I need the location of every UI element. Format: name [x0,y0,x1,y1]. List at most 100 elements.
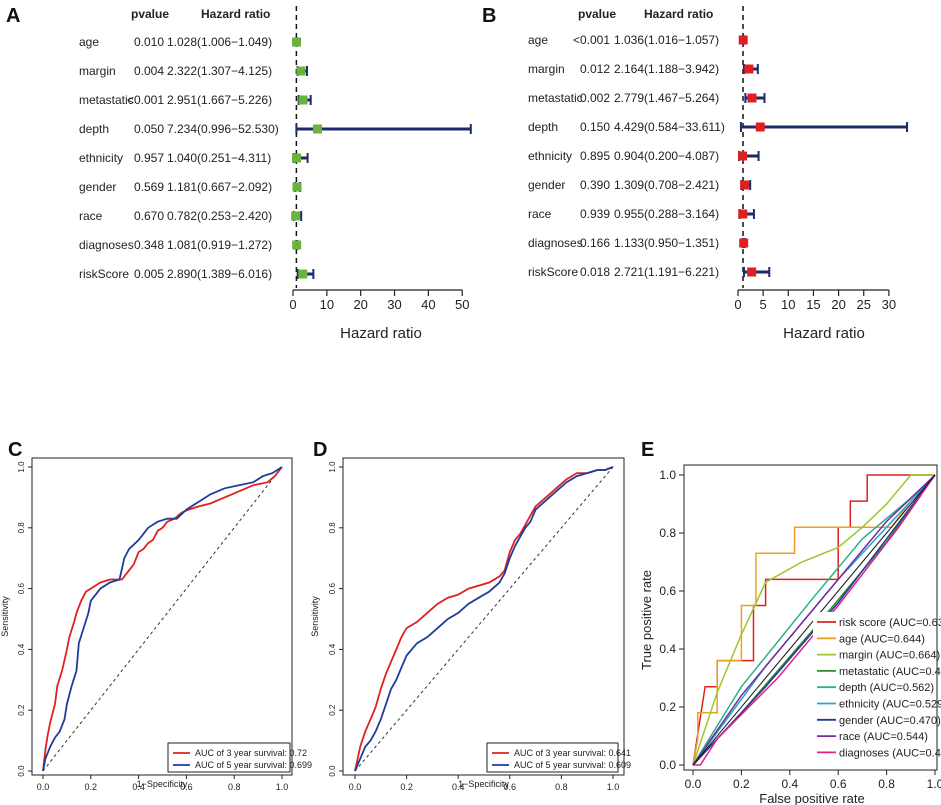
x-tick-e-1.0: 1.0 [927,777,941,791]
roc-curve-c-0 [42,466,283,772]
x-axis-title-b: Hazard ratio [783,325,865,342]
roc-curve-e-8 [693,474,936,766]
pvalue-metastatic: 0.002 [580,91,610,105]
y-tick-e-0.0: 0.0 [659,758,676,772]
pvalue-race: 0.939 [580,207,610,221]
x-tick-b-15: 15 [806,297,820,312]
y-tick-d-0.2: 0.2 [328,704,337,716]
y-tick-e-0.6: 0.6 [659,584,676,598]
row-label-race: race [528,207,552,221]
pvalue-age: 0.010 [134,35,164,49]
y-axis-title-c: Sensitivity [0,596,10,637]
hr-point-margin [744,64,754,74]
row-label-gender: gender [528,178,565,192]
row-label-riskScore: riskScore [528,265,578,279]
x-tick-e-0.6: 0.6 [830,777,847,791]
legend-text-c-1: AUC of 5 year survival: 0.699 [195,760,312,770]
hr-point-age [738,35,748,45]
hr-point-depth [755,122,765,132]
y-tick-d-0.4: 0.4 [328,643,337,655]
legend-text-c-0: AUC of 3 year survival: 0.72 [195,748,307,758]
plot-frame-d [342,457,625,776]
plot-frame-c [31,457,293,776]
roc-curve-d-1 [354,466,614,772]
x-tick-c-0.6: 0.6 [180,782,193,792]
hr-point-gender [292,182,302,192]
y-tick-d-1.0: 1.0 [328,461,337,473]
x-tick-e-0.4: 0.4 [781,777,798,791]
x-tick-d-0.2: 0.2 [400,782,413,792]
hr-text-ethnicity: 0.904(0.200−4.087) [614,149,719,163]
pvalue-gender: 0.569 [134,180,164,194]
hazard-ratio-header: Hazard ratio [201,7,270,21]
hr-text-ethnicity: 1.040(0.251−4.311) [167,151,271,165]
x-tick-b-10: 10 [781,297,795,312]
hr-text-diagnoses: 1.081(0.919−1.272) [167,238,272,252]
roc-curve-e-7 [692,474,936,766]
row-label-gender: gender [79,180,116,194]
x-tick-a-10: 10 [320,297,334,312]
hr-point-ethnicity [738,151,748,161]
pvalue-race: 0.670 [134,209,164,223]
legend-text-e-5: ethnicity (AUC=0.529) [839,699,941,711]
y-tick-e-0.8: 0.8 [659,526,676,540]
legend-text-e-6: gender (AUC=0.470) [839,715,941,727]
hr-text-margin: 2.322(1.307−4.125) [167,64,272,78]
x-tick-d-1.0: 1.0 [607,782,620,792]
hr-point-metastatic [298,95,308,105]
pvalue-depth: 0.050 [134,122,164,136]
roc-curve-d-0 [354,466,614,772]
legend-text-e-4: depth (AUC=0.562) [839,682,934,694]
diagonal-d [354,466,614,772]
legend-text-e-0: risk score (AUC=0.635) [839,617,941,629]
diagonal-c [42,466,283,772]
x-axis-title-d: 1−Specificity [458,779,509,789]
legend-text-e-7: race (AUC=0.544) [839,731,928,743]
legend-text-d-1: AUC of 5 year survival: 0.609 [514,760,631,770]
hr-point-depth [312,124,322,134]
row-label-riskScore: riskScore [79,267,129,281]
plot-frame-e [683,464,938,771]
row-label-ethnicity: ethnicity [528,149,572,163]
hr-point-gender [740,180,750,190]
x-tick-e-0.0: 0.0 [685,777,702,791]
pvalue-diagnoses: 0.348 [134,238,164,252]
hr-text-age: 1.028(1.006−1.049) [167,35,272,49]
x-axis-title-a: Hazard ratio [340,325,422,342]
legend-text-e-2: margin (AUC=0.664) [839,650,940,662]
x-tick-b-30: 30 [882,297,896,312]
hr-text-race: 0.782(0.253−2.420) [167,209,272,223]
pvalue-age: <0.001 [573,33,610,47]
x-tick-d-0.0: 0.0 [349,782,362,792]
pvalue-metastatic: <0.001 [127,93,164,107]
roc-curve-e-1 [692,474,936,766]
row-label-diagnoses: diagnoses [79,238,134,252]
y-tick-d-0.6: 0.6 [328,582,337,594]
row-label-age: age [79,35,99,49]
hr-point-ethnicity [292,153,302,163]
pvalue-diagnoses: 0.166 [580,236,610,250]
x-tick-c-0.8: 0.8 [228,782,241,792]
x-tick-e-0.2: 0.2 [733,777,750,791]
hr-point-diagnoses [739,238,749,248]
x-tick-d-0.6: 0.6 [504,782,517,792]
panel-label-e: E [641,439,654,461]
roc-curve-e-2 [692,474,935,766]
y-tick-c-0.2: 0.2 [17,704,26,716]
hr-point-riskScore [298,269,308,279]
row-label-margin: margin [528,62,565,76]
x-tick-e-0.8: 0.8 [878,777,895,791]
hr-point-margin [296,66,306,76]
legend-text-e-8: diagnoses (AUC=0.467) [839,747,941,759]
x-tick-a-50: 50 [455,297,469,312]
x-tick-d-0.4: 0.4 [452,782,465,792]
x-tick-a-30: 30 [387,297,401,312]
hr-text-riskScore: 2.890(1.389−6.016) [167,267,272,281]
hr-point-riskScore [747,267,757,277]
x-axis-title-c: 1−Specificity [137,779,188,789]
y-tick-d-0.8: 0.8 [328,522,337,534]
y-tick-e-0.4: 0.4 [659,642,676,656]
row-label-margin: margin [79,64,116,78]
hr-point-metastatic [747,93,757,103]
